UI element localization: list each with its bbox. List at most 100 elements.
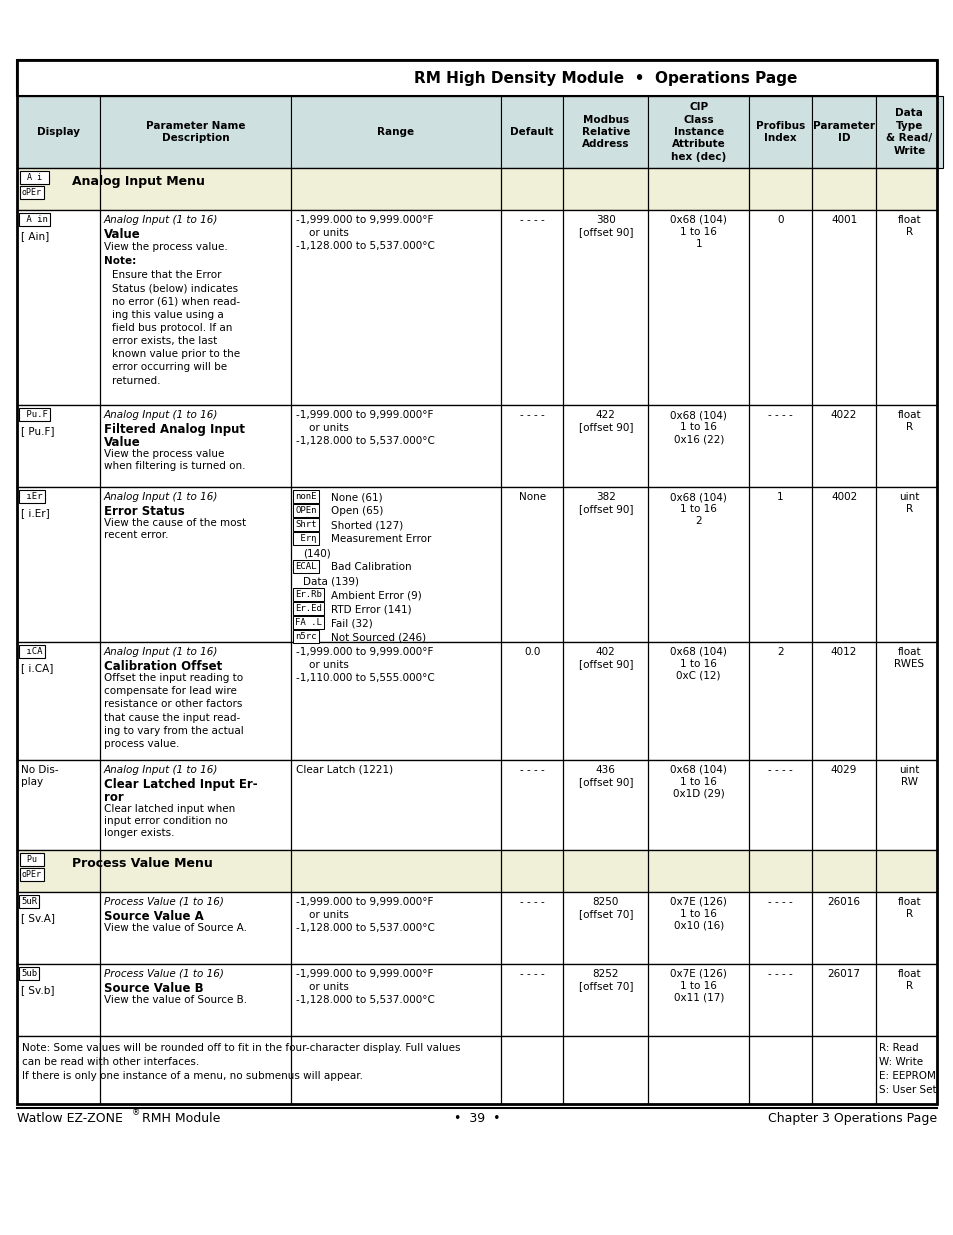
Text: 2: 2 [777,647,783,657]
Text: Clear Latched Input Er-: Clear Latched Input Er- [104,778,257,790]
Text: R: R [905,981,912,990]
Text: R: Read
W: Write
E: EEPROM
S: User Set: R: Read W: Write E: EEPROM S: User Set [879,1044,936,1095]
Text: float: float [897,215,921,225]
Text: 5ub: 5ub [21,969,37,978]
Text: -1,110.000 to 5,555.000°C: -1,110.000 to 5,555.000°C [295,673,435,683]
Text: 1 to 16: 1 to 16 [679,504,717,514]
Text: 436: 436 [596,764,615,776]
Text: -1,128.000 to 5,537.000°C: -1,128.000 to 5,537.000°C [295,995,435,1005]
Text: - - - -: - - - - [519,897,544,906]
Text: RW: RW [900,777,917,787]
Bar [17,850,936,892]
Text: or units: or units [309,424,349,433]
Text: Profibus
Index: Profibus Index [755,121,804,143]
Text: when filtering is turned on.: when filtering is turned on. [104,461,245,471]
Text: - - - -: - - - - [519,764,544,776]
Text: Analog Input Menu: Analog Input Menu [71,175,205,188]
Text: Chapter 3 Operations Page: Chapter 3 Operations Page [767,1112,936,1125]
Text: Display: Display [37,127,80,137]
Text: RM High Density Module  •  Operations Page: RM High Density Module • Operations Page [414,70,797,85]
Text: - - - -: - - - - [767,969,792,979]
Text: A i: A i [22,173,47,182]
Text: 0x68 (104): 0x68 (104) [670,492,726,501]
Text: -1,128.000 to 5,537.000°C: -1,128.000 to 5,537.000°C [295,241,435,251]
Text: 0x10 (16): 0x10 (16) [673,921,723,931]
Text: Fail (32): Fail (32) [331,618,373,629]
Text: CIP
Class
Instance
Attribute
hex (dec): CIP Class Instance Attribute hex (dec) [670,103,725,162]
Bar [17,892,936,965]
Text: oPEr: oPEr [22,188,42,198]
Text: [offset 90]: [offset 90] [578,504,633,514]
Text: play: play [21,777,43,787]
Bar [500,96,563,168]
Text: [offset 70]: [offset 70] [578,909,633,919]
Text: Pu: Pu [22,855,42,864]
Text: Calibration Offset: Calibration Offset [104,659,222,673]
Text: 1 to 16: 1 to 16 [679,227,717,237]
Text: Parameter
ID: Parameter ID [812,121,874,143]
Text: uint: uint [899,492,919,501]
Text: A in: A in [21,215,48,224]
Text: ECAL: ECAL [294,562,316,571]
Text: -1,999.000 to 9,999.000°F: -1,999.000 to 9,999.000°F [295,969,433,979]
Text: ıEr: ıEr [21,492,43,501]
Text: uint: uint [899,764,919,776]
Text: - - - -: - - - - [767,764,792,776]
Text: or units: or units [309,982,349,992]
Text: ®: ® [132,1108,140,1116]
Text: 1 to 16: 1 to 16 [679,422,717,432]
Text: [offset 90]: [offset 90] [578,227,633,237]
Text: - - - -: - - - - [519,410,544,420]
Bar [17,96,100,168]
Text: [offset 70]: [offset 70] [578,981,633,990]
Text: Not Sourced (246): Not Sourced (246) [331,632,426,642]
Text: 1 to 16: 1 to 16 [679,659,717,669]
Text: (140): (140) [303,548,331,558]
Text: 380: 380 [596,215,615,225]
Text: None (61): None (61) [331,492,382,501]
Text: R: R [905,227,912,237]
Bar [811,96,876,168]
Text: 4012: 4012 [830,647,857,657]
Text: 26016: 26016 [826,897,860,906]
Text: 1: 1 [777,492,783,501]
Text: longer exists.: longer exists. [104,827,174,839]
Text: Note:: Note: [104,256,136,266]
Text: float: float [897,969,921,979]
Text: [ i.CA]: [ i.CA] [21,663,53,673]
Bar [17,61,936,96]
Text: Process Value Menu: Process Value Menu [71,857,213,869]
Text: Shorted (127): Shorted (127) [331,520,403,530]
Text: Data (139): Data (139) [303,576,358,585]
Text: 0xC (12): 0xC (12) [676,671,720,680]
Text: - - - -: - - - - [519,215,544,225]
Bar [17,487,936,642]
Text: 0x7E (126): 0x7E (126) [670,897,726,906]
Text: Modbus
Relative
Address: Modbus Relative Address [581,115,629,149]
Text: 1 to 16: 1 to 16 [679,909,717,919]
Text: -1,999.000 to 9,999.000°F: -1,999.000 to 9,999.000°F [295,897,433,906]
Text: or units: or units [309,910,349,920]
Text: FA .L: FA .L [294,618,322,627]
Text: •  39  •: • 39 • [454,1112,499,1125]
Text: 26017: 26017 [826,969,860,979]
Text: Source Value B: Source Value B [104,982,203,995]
Text: Analog Input (1 to 16): Analog Input (1 to 16) [104,215,218,225]
Text: Value: Value [104,436,140,450]
Text: nonE: nonE [294,492,316,501]
Text: input error condition no: input error condition no [104,816,228,826]
Text: 5uR: 5uR [21,897,37,906]
Text: Bad Calibration: Bad Calibration [331,562,412,572]
Text: Analog Input (1 to 16): Analog Input (1 to 16) [104,410,218,420]
Text: 382: 382 [596,492,615,501]
Bar [647,96,748,168]
Text: -1,999.000 to 9,999.000°F: -1,999.000 to 9,999.000°F [295,215,433,225]
Text: 1: 1 [695,240,701,249]
Text: - - - -: - - - - [519,969,544,979]
Text: n5rc: n5rc [294,632,316,641]
Text: 422: 422 [596,410,615,420]
Bar [876,96,942,168]
Text: [offset 90]: [offset 90] [578,659,633,669]
Bar [17,168,936,210]
Text: Clear Latch (1221): Clear Latch (1221) [295,764,393,776]
